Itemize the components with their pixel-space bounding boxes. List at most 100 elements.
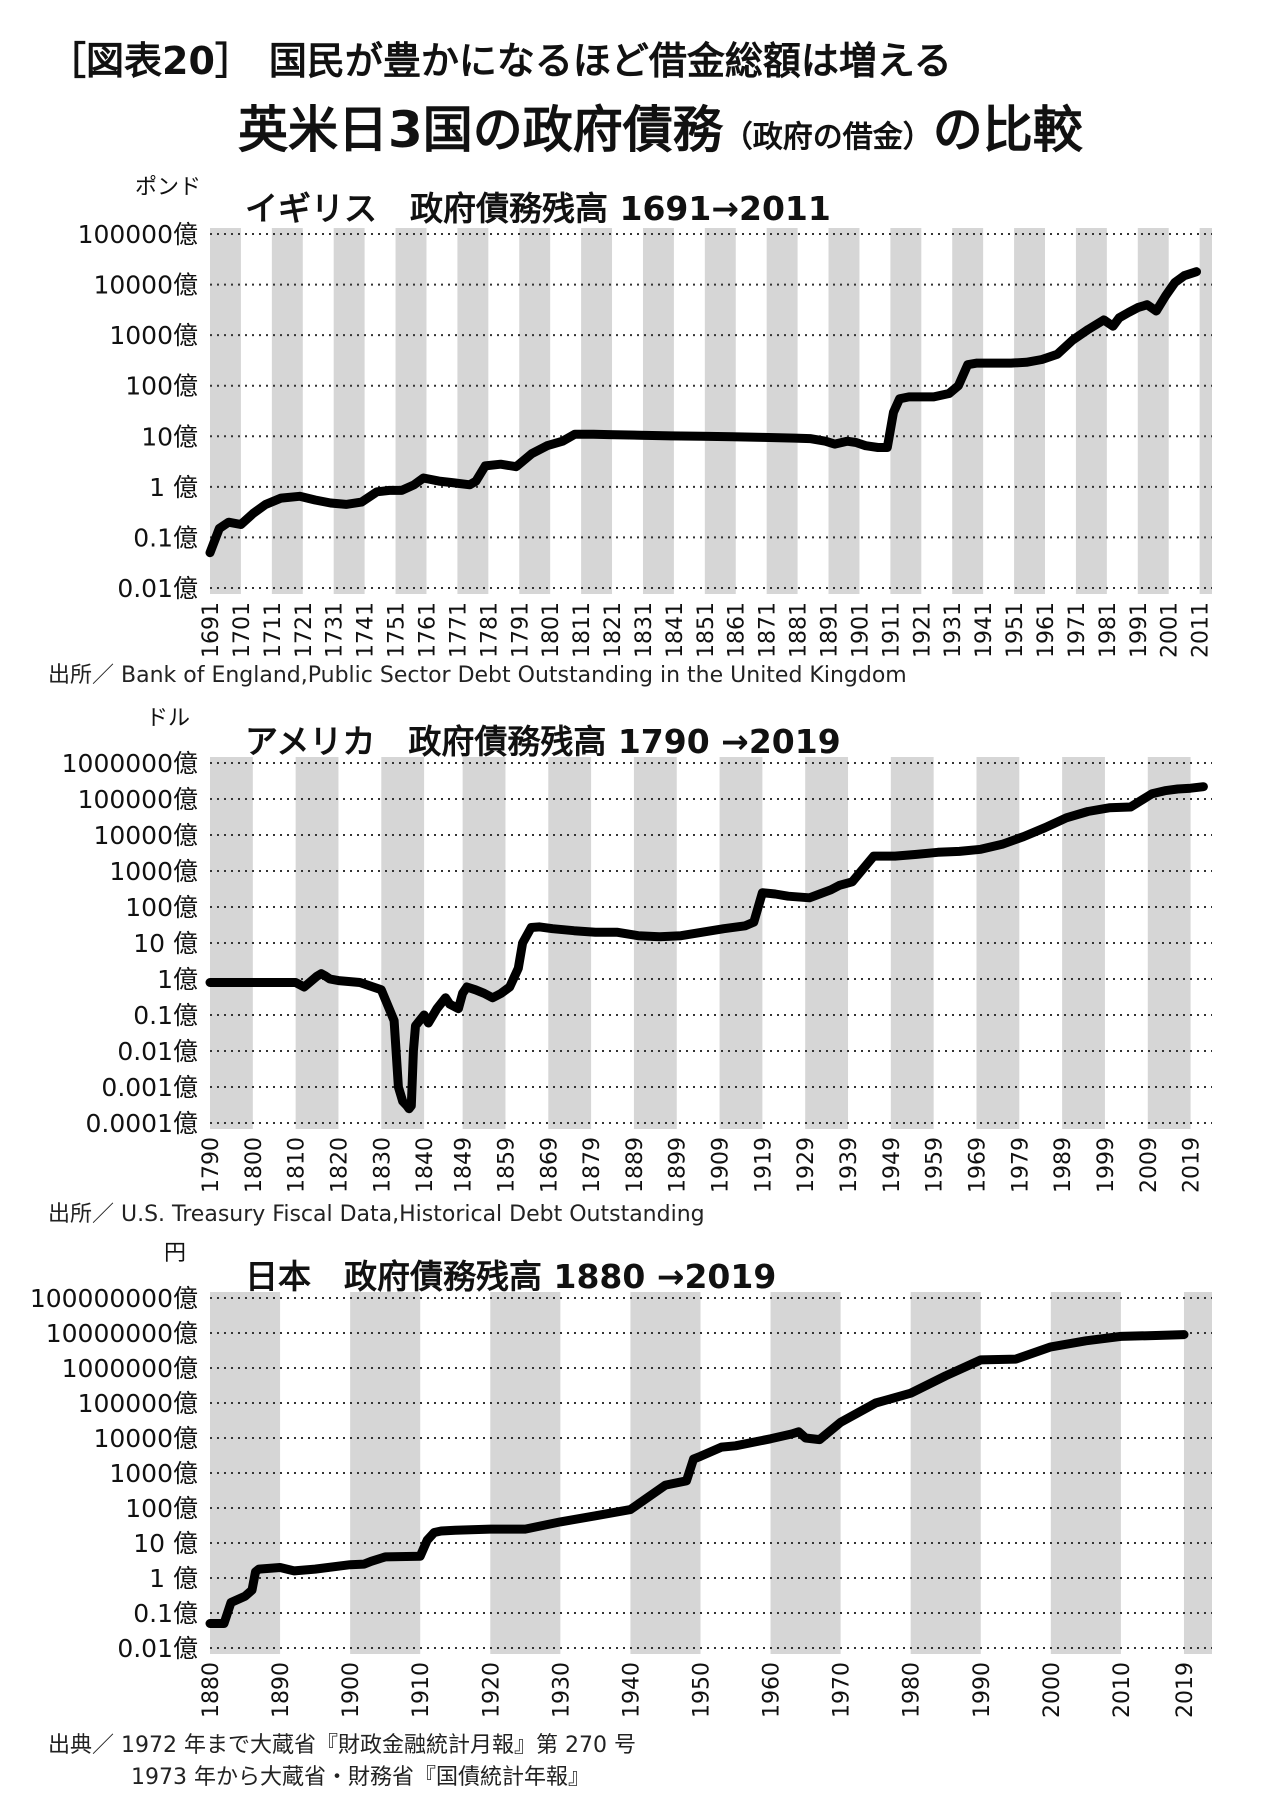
x-tick-label: 1811 bbox=[570, 602, 595, 658]
data-point bbox=[407, 1107, 411, 1111]
data-point bbox=[250, 1588, 254, 1592]
data-point bbox=[227, 520, 231, 524]
data-point bbox=[769, 1437, 773, 1441]
data-point bbox=[278, 1566, 282, 1569]
data-point bbox=[1071, 338, 1075, 342]
data-point bbox=[1201, 785, 1205, 789]
data-point bbox=[850, 880, 854, 884]
y-tick-label: 1億 bbox=[157, 965, 198, 994]
data-point bbox=[251, 981, 255, 984]
data-point bbox=[1014, 1357, 1018, 1361]
x-tick-label: 1880 bbox=[199, 1662, 224, 1718]
y-tick-label: 1000億 bbox=[109, 857, 198, 886]
x-tick-label: 1879 bbox=[580, 1137, 605, 1193]
x-tick-label: 1920 bbox=[479, 1662, 504, 1718]
data-point bbox=[797, 1430, 801, 1434]
data-point bbox=[1145, 303, 1149, 307]
y-tick-label: 0.1億 bbox=[133, 1001, 198, 1030]
decade-band bbox=[766, 228, 798, 594]
decade-band bbox=[271, 228, 303, 594]
data-point bbox=[215, 1622, 219, 1625]
data-point bbox=[222, 1622, 226, 1625]
decade-band bbox=[828, 228, 860, 594]
data-point bbox=[521, 941, 525, 945]
decade-band bbox=[581, 228, 613, 594]
data-point bbox=[396, 1085, 400, 1089]
data-point bbox=[593, 1514, 597, 1518]
data-point bbox=[383, 1555, 387, 1559]
x-tick-label: 1989 bbox=[1051, 1137, 1076, 1193]
x-tick-label: 1761 bbox=[415, 602, 440, 658]
y-tick-label: 0.01億 bbox=[117, 574, 198, 603]
y-tick-label: 1000000億 bbox=[62, 749, 198, 778]
data-point bbox=[1182, 1333, 1186, 1337]
data-point bbox=[456, 1007, 460, 1011]
data-point bbox=[491, 996, 495, 1000]
data-point bbox=[829, 888, 833, 892]
x-tick-label: 1959 bbox=[923, 1137, 948, 1193]
data-point bbox=[1189, 786, 1193, 790]
x-tick-label: 1820 bbox=[327, 1137, 352, 1193]
x-tick-label: 1891 bbox=[818, 602, 843, 658]
y-tick-label: 100000000億 bbox=[30, 1284, 198, 1313]
x-tick-label: 2011 bbox=[1189, 602, 1214, 658]
data-point bbox=[762, 435, 766, 439]
data-point bbox=[658, 935, 662, 939]
data-point bbox=[453, 1528, 457, 1532]
y-tick-label: 100000億 bbox=[78, 1389, 198, 1418]
y-tick-label: 100億 bbox=[125, 893, 198, 922]
data-point bbox=[700, 930, 704, 934]
data-point bbox=[1176, 787, 1180, 791]
data-point bbox=[412, 483, 416, 487]
x-tick-label: 1990 bbox=[970, 1662, 995, 1718]
japan-source-line2: 1973 年から大蔵省・財務省『国債統計年報』 bbox=[131, 1765, 590, 1790]
chart-title: アメリカ 政府債務残高 1790 →2019 bbox=[245, 722, 841, 761]
data-point bbox=[909, 1391, 913, 1395]
x-tick-label: 1940 bbox=[619, 1662, 644, 1718]
data-point bbox=[508, 985, 512, 989]
data-point bbox=[786, 894, 790, 898]
data-point bbox=[421, 476, 425, 480]
y-axis-unit: ドル bbox=[146, 706, 190, 731]
data-point bbox=[499, 462, 503, 466]
x-tick-label: 1909 bbox=[709, 1137, 734, 1193]
decade-band bbox=[1075, 228, 1107, 594]
x-tick-label: 1731 bbox=[323, 602, 348, 658]
x-tick-label: 1821 bbox=[601, 602, 626, 658]
data-point bbox=[279, 496, 283, 500]
data-point bbox=[474, 988, 477, 992]
data-point bbox=[885, 446, 889, 449]
data-point bbox=[387, 488, 391, 492]
data-point bbox=[392, 1019, 396, 1023]
figure-title-paren: （政府の借金） bbox=[722, 120, 933, 155]
data-point bbox=[294, 981, 298, 984]
japan-source-line1: 出典／ 1972 年まで大蔵省『財政金融統計月報』第 270 号 bbox=[48, 1733, 636, 1758]
data-point bbox=[432, 1531, 436, 1534]
data-point bbox=[243, 1594, 247, 1598]
japan-chart-source: 出典／ 1972 年まで大蔵省『財政金融統計月報』第 270 号 1973 年か… bbox=[48, 1727, 636, 1791]
y-axis-unit: ポンド bbox=[135, 175, 201, 200]
x-tick-label: 1981 bbox=[1096, 602, 1121, 658]
data-point bbox=[957, 849, 961, 853]
data-point bbox=[720, 1445, 723, 1449]
data-point bbox=[251, 511, 255, 515]
data-point bbox=[854, 441, 858, 445]
data-point bbox=[872, 854, 876, 858]
chart-title: 日本 政府債務残高 1880 →2019 bbox=[245, 1257, 776, 1296]
data-point bbox=[1119, 1334, 1123, 1338]
decade-band bbox=[519, 228, 551, 594]
data-point bbox=[425, 1538, 429, 1542]
decade-band bbox=[719, 757, 763, 1129]
x-tick-label: 1701 bbox=[230, 602, 255, 658]
figure-title: 英米日3国の政府債務（政府の借金）の比較 bbox=[238, 90, 1083, 162]
data-point bbox=[1064, 816, 1068, 820]
data-point bbox=[664, 1483, 667, 1487]
data-point bbox=[452, 481, 456, 485]
data-point bbox=[1182, 274, 1186, 278]
data-point bbox=[793, 436, 796, 440]
data-point bbox=[561, 439, 565, 443]
data-point bbox=[272, 981, 276, 984]
y-tick-label: 0.1億 bbox=[133, 523, 198, 552]
data-point bbox=[1000, 842, 1004, 846]
data-point bbox=[699, 1454, 702, 1458]
